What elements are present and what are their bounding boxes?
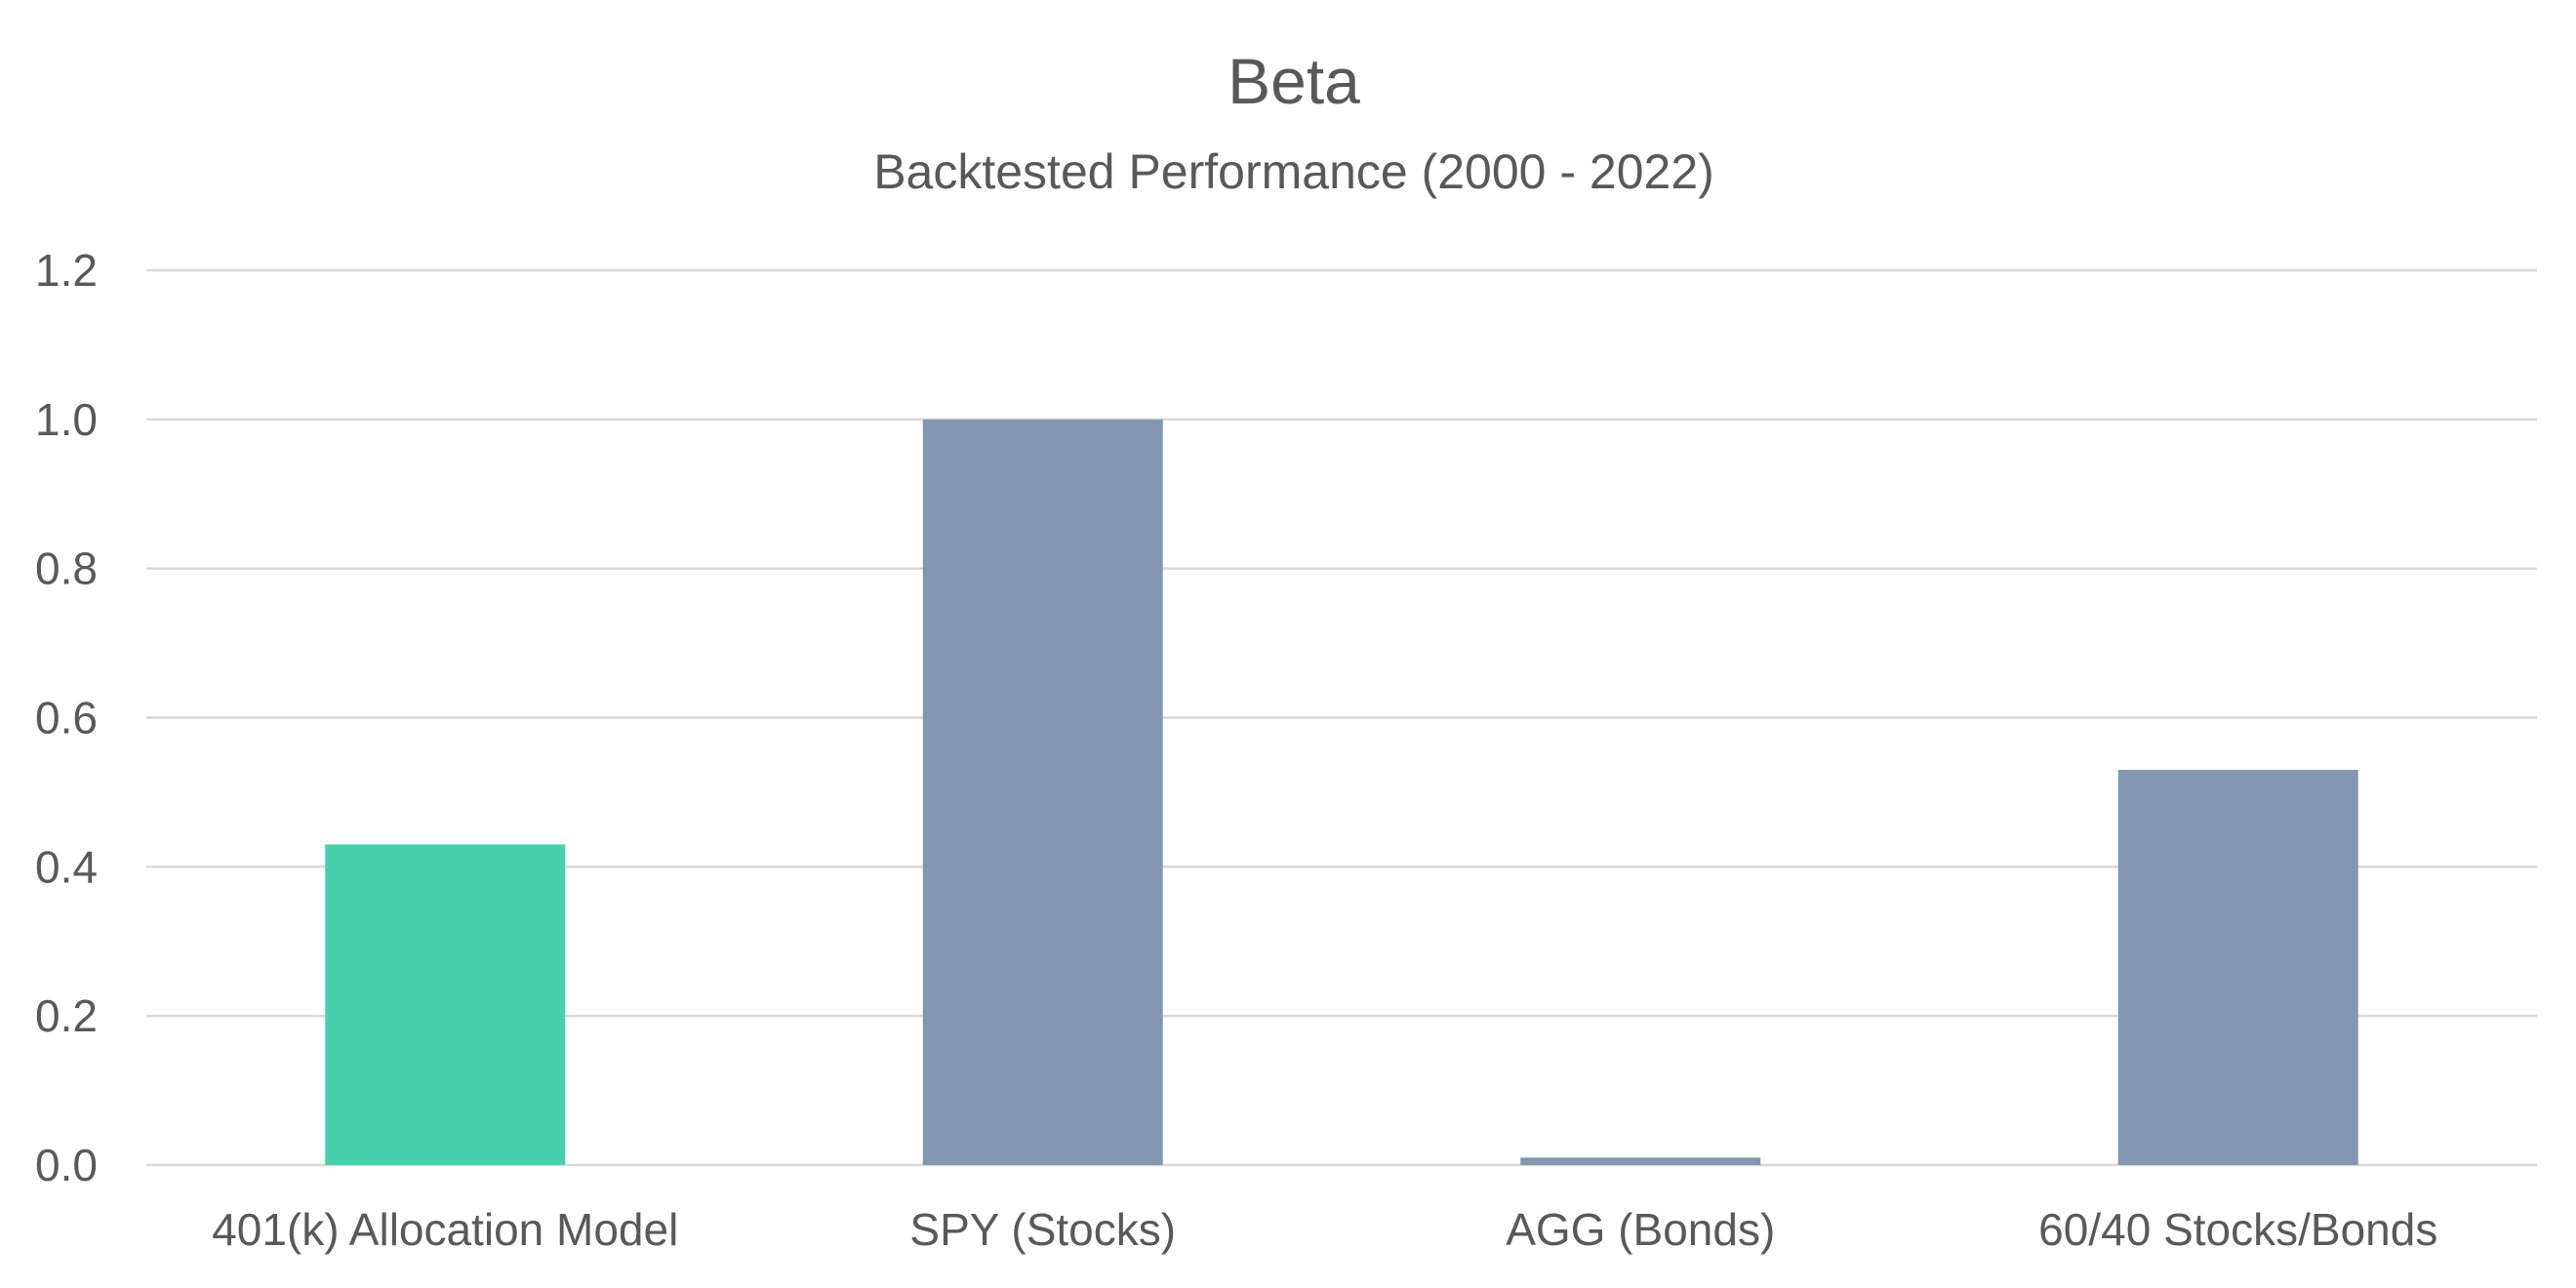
- chart-title: Beta: [1228, 45, 1360, 117]
- y-tick-label: 1.0: [35, 394, 98, 445]
- x-category-label: AGG (Bonds): [1506, 1204, 1775, 1255]
- bar: [1520, 1157, 1761, 1165]
- x-category-label: 60/40 Stocks/Bonds: [2038, 1204, 2437, 1255]
- x-category-label: 401(k) Allocation Model: [212, 1204, 678, 1255]
- y-tick-label: 0.4: [35, 841, 98, 892]
- y-tick-label: 1.2: [35, 245, 98, 296]
- bar: [325, 844, 566, 1165]
- bars: [325, 419, 2358, 1165]
- bar: [2117, 769, 2358, 1165]
- chart-subtitle: Backtested Performance (2000 - 2022): [873, 144, 1714, 199]
- x-category-label: SPY (Stocks): [909, 1204, 1176, 1255]
- y-tick-label: 0.0: [35, 1140, 98, 1190]
- y-tick-label: 0.6: [35, 693, 98, 744]
- y-tick-label: 0.2: [35, 990, 98, 1041]
- y-axis-ticks: 0.0 0.2 0.4 0.6 0.8 1.0 1.2: [35, 245, 98, 1190]
- bar: [922, 419, 1163, 1165]
- y-tick-label: 0.8: [35, 543, 98, 594]
- x-axis-categories: 401(k) Allocation Model SPY (Stocks) AGG (…: [212, 1204, 2437, 1255]
